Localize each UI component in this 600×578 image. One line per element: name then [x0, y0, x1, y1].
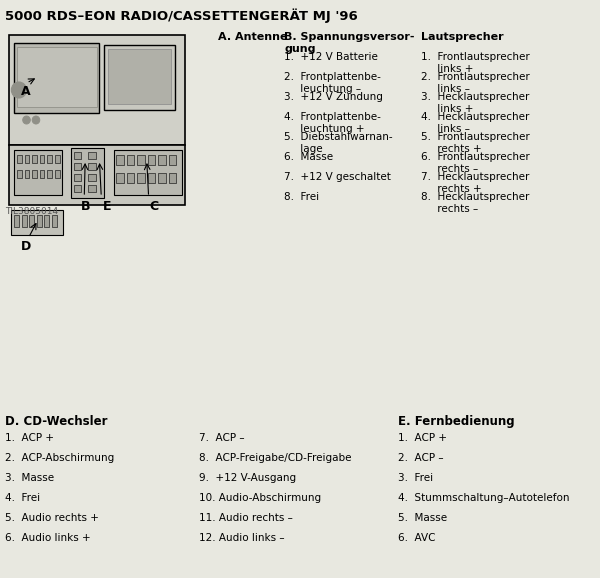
Circle shape [23, 116, 30, 124]
Text: TIL3805014: TIL3805014 [5, 207, 58, 216]
Text: 5.  Masse: 5. Masse [398, 513, 447, 523]
FancyBboxPatch shape [88, 152, 95, 159]
Text: E: E [103, 200, 112, 213]
Text: D. CD-Wechsler: D. CD-Wechsler [5, 415, 107, 428]
Text: A. Antenne: A. Antenne [218, 32, 287, 42]
Text: 8.  Frei: 8. Frei [284, 192, 319, 202]
FancyBboxPatch shape [17, 155, 22, 163]
FancyBboxPatch shape [158, 173, 166, 183]
FancyBboxPatch shape [17, 47, 97, 107]
Text: E. Fernbedienung: E. Fernbedienung [398, 415, 514, 428]
Text: 2.  ACP-Abschirmung: 2. ACP-Abschirmung [5, 453, 114, 463]
Text: 3.  Hecklautsprecher
     links +: 3. Hecklautsprecher links + [421, 92, 530, 114]
Text: 11. Audio rechts –: 11. Audio rechts – [199, 513, 293, 523]
Text: 3.  +12 V Zündung: 3. +12 V Zündung [284, 92, 383, 102]
FancyBboxPatch shape [17, 170, 22, 178]
Text: B: B [80, 200, 90, 213]
FancyBboxPatch shape [127, 155, 134, 165]
Text: 4.  Frontplattenbe-
     leuchtung +: 4. Frontplattenbe- leuchtung + [284, 112, 381, 134]
Text: 7.  Hecklautsprecher
     rechts +: 7. Hecklautsprecher rechts + [421, 172, 530, 194]
FancyBboxPatch shape [148, 155, 155, 165]
Circle shape [32, 116, 40, 124]
FancyBboxPatch shape [14, 43, 100, 113]
FancyBboxPatch shape [74, 152, 82, 159]
Text: 4.  Hecklautsprecher
     links –: 4. Hecklautsprecher links – [421, 112, 530, 134]
FancyBboxPatch shape [158, 155, 166, 165]
Text: 2.  ACP –: 2. ACP – [398, 453, 443, 463]
Text: 5.  Frontlautsprecher
     rechts +: 5. Frontlautsprecher rechts + [421, 132, 530, 154]
FancyBboxPatch shape [74, 174, 82, 181]
Text: 6.  Frontlautsprecher
     rechts –: 6. Frontlautsprecher rechts – [421, 152, 530, 173]
FancyBboxPatch shape [148, 173, 155, 183]
FancyBboxPatch shape [11, 210, 64, 235]
FancyBboxPatch shape [116, 173, 124, 183]
FancyBboxPatch shape [32, 170, 37, 178]
FancyBboxPatch shape [37, 215, 41, 227]
FancyBboxPatch shape [169, 155, 176, 165]
Text: 1.  Frontlautsprecher
     links +: 1. Frontlautsprecher links + [421, 52, 530, 73]
Circle shape [11, 82, 26, 98]
FancyBboxPatch shape [71, 148, 104, 198]
Text: B. Spannungsversor-
gung: B. Spannungsversor- gung [284, 32, 415, 54]
FancyBboxPatch shape [14, 215, 19, 227]
FancyBboxPatch shape [137, 155, 145, 165]
Text: Lautsprecher: Lautsprecher [421, 32, 504, 42]
Text: 2.  Frontlautsprecher
     links –: 2. Frontlautsprecher links – [421, 72, 530, 94]
FancyBboxPatch shape [127, 173, 134, 183]
FancyBboxPatch shape [10, 35, 185, 145]
FancyBboxPatch shape [25, 155, 29, 163]
Text: 6.  Audio links +: 6. Audio links + [5, 533, 91, 543]
Text: 3.  Masse: 3. Masse [5, 473, 54, 483]
Text: 8.  Hecklautsprecher
     rechts –: 8. Hecklautsprecher rechts – [421, 192, 530, 214]
FancyBboxPatch shape [32, 155, 37, 163]
FancyBboxPatch shape [169, 173, 176, 183]
Text: 7.  +12 V geschaltet: 7. +12 V geschaltet [284, 172, 391, 182]
FancyBboxPatch shape [88, 174, 95, 181]
FancyBboxPatch shape [10, 145, 185, 205]
Text: 12. Audio links –: 12. Audio links – [199, 533, 284, 543]
Text: 7.  ACP –: 7. ACP – [199, 433, 244, 443]
FancyBboxPatch shape [29, 215, 34, 227]
Text: C: C [149, 200, 158, 213]
Text: 1.  ACP +: 1. ACP + [398, 433, 446, 443]
Text: 5000 RDS–EON RADIO/CASSETTENGERÄT MJ '96: 5000 RDS–EON RADIO/CASSETTENGERÄT MJ '96 [5, 8, 358, 23]
Text: 4.  Stummschaltung–Autotelefon: 4. Stummschaltung–Autotelefon [398, 493, 569, 503]
Text: 6.  AVC: 6. AVC [398, 533, 435, 543]
FancyBboxPatch shape [55, 170, 59, 178]
FancyBboxPatch shape [108, 49, 172, 104]
Text: A: A [21, 85, 31, 98]
Text: 2.  Frontplattenbe-
     leuchtung –: 2. Frontplattenbe- leuchtung – [284, 72, 381, 94]
FancyBboxPatch shape [104, 45, 175, 110]
FancyBboxPatch shape [40, 170, 44, 178]
FancyBboxPatch shape [47, 170, 52, 178]
Text: 10. Audio-Abschirmung: 10. Audio-Abschirmung [199, 493, 321, 503]
FancyBboxPatch shape [88, 163, 95, 170]
FancyBboxPatch shape [74, 163, 82, 170]
Text: 6.  Masse: 6. Masse [284, 152, 333, 162]
Text: 3.  Frei: 3. Frei [398, 473, 433, 483]
Text: 8.  ACP-Freigabe/CD-Freigabe: 8. ACP-Freigabe/CD-Freigabe [199, 453, 352, 463]
FancyBboxPatch shape [88, 185, 95, 192]
Text: 9.  +12 V-Ausgang: 9. +12 V-Ausgang [199, 473, 296, 483]
Text: 1.  +12 V Batterie: 1. +12 V Batterie [284, 52, 378, 62]
FancyBboxPatch shape [55, 155, 59, 163]
Text: 5.  Audio rechts +: 5. Audio rechts + [5, 513, 98, 523]
FancyBboxPatch shape [25, 170, 29, 178]
FancyBboxPatch shape [47, 155, 52, 163]
Text: 4.  Frei: 4. Frei [5, 493, 40, 503]
FancyBboxPatch shape [40, 155, 44, 163]
Text: 5.  Diebstahlwarnan-
     lage: 5. Diebstahlwarnan- lage [284, 132, 392, 154]
FancyBboxPatch shape [44, 215, 49, 227]
FancyBboxPatch shape [52, 215, 57, 227]
FancyBboxPatch shape [137, 173, 145, 183]
Text: 1.  ACP +: 1. ACP + [5, 433, 54, 443]
FancyBboxPatch shape [113, 150, 182, 195]
FancyBboxPatch shape [74, 185, 82, 192]
Text: D: D [21, 240, 31, 253]
FancyBboxPatch shape [22, 215, 26, 227]
FancyBboxPatch shape [14, 150, 62, 195]
FancyBboxPatch shape [116, 155, 124, 165]
